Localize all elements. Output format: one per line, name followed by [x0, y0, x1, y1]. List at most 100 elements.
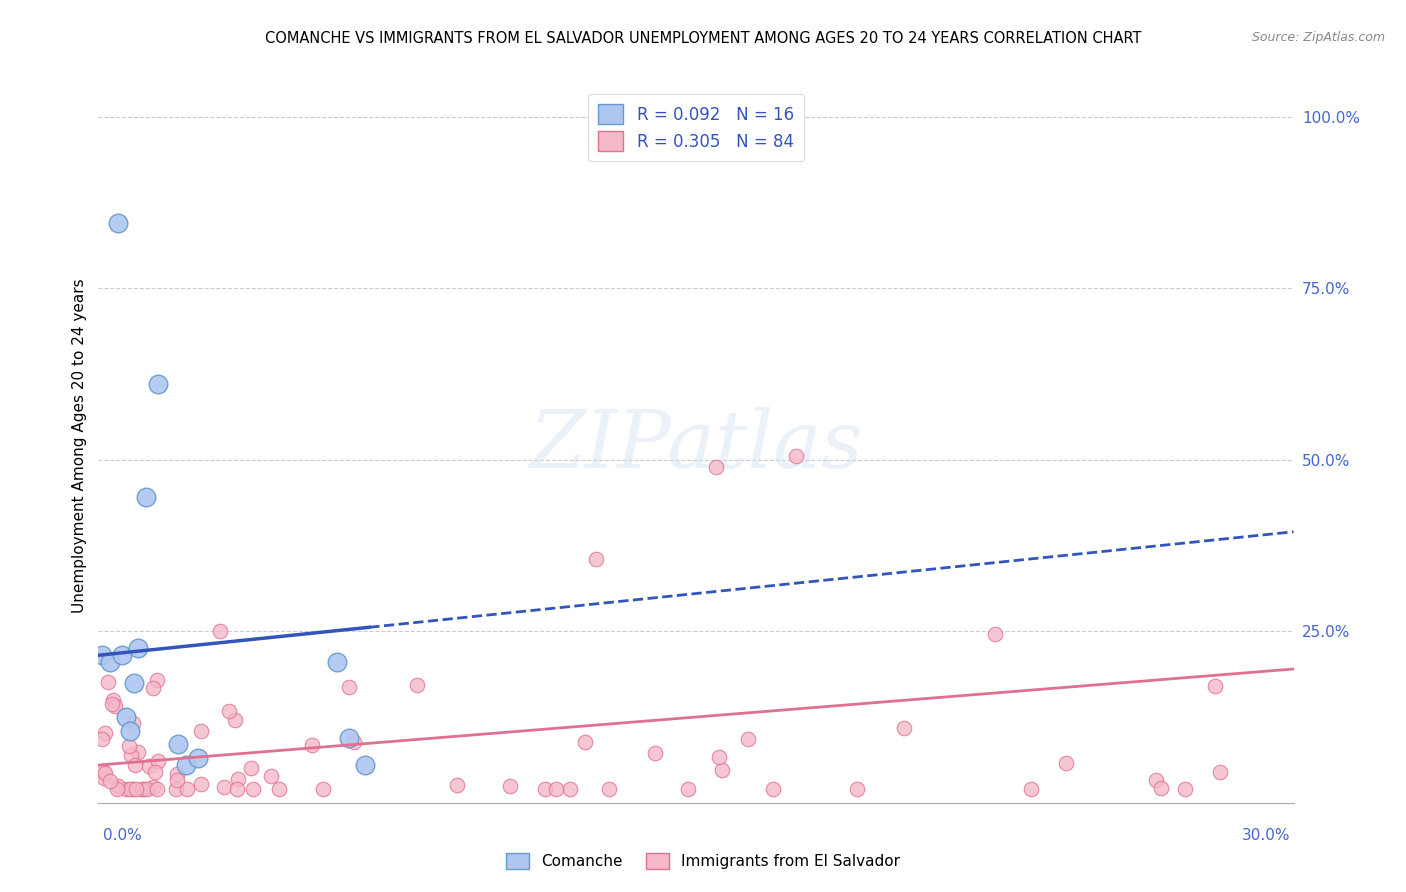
Point — [239, 761, 262, 775]
Point — [224, 713, 246, 727]
Point — [145, 673, 167, 688]
Point — [127, 745, 149, 759]
Point — [135, 491, 157, 505]
Y-axis label: Unemployment Among Ages 20 to 24 years: Unemployment Among Ages 20 to 24 years — [72, 278, 87, 614]
Point — [785, 450, 807, 464]
Point — [142, 681, 165, 695]
Legend: R = 0.092   N = 16, R = 0.305   N = 84: R = 0.092 N = 16, R = 0.305 N = 84 — [588, 94, 804, 161]
Point — [1209, 765, 1232, 780]
Point — [585, 552, 607, 566]
Point — [343, 735, 366, 749]
Point — [984, 627, 1007, 641]
Point — [260, 769, 283, 783]
Text: ZIPatlas: ZIPatlas — [529, 408, 863, 484]
Point — [131, 782, 153, 797]
Point — [644, 747, 666, 761]
Point — [146, 782, 169, 797]
Point — [574, 735, 596, 749]
Point — [100, 655, 122, 669]
Point — [1054, 756, 1077, 770]
Point — [267, 782, 290, 797]
Point — [301, 738, 323, 752]
Point — [124, 675, 146, 690]
Point — [105, 782, 128, 797]
Point — [120, 782, 142, 797]
Point — [212, 780, 235, 794]
Point — [1174, 782, 1197, 797]
Point — [226, 772, 249, 787]
Point — [165, 782, 187, 797]
Point — [138, 759, 160, 773]
Point — [190, 723, 212, 738]
Point — [762, 782, 785, 797]
Point — [337, 680, 360, 694]
Point — [1150, 781, 1173, 796]
Point — [218, 704, 240, 718]
Point — [1144, 772, 1167, 787]
Point — [94, 726, 117, 740]
Point — [118, 739, 141, 754]
Point — [120, 748, 142, 763]
Point — [104, 699, 127, 714]
Point — [209, 624, 232, 639]
Point — [737, 732, 759, 747]
Point — [107, 779, 129, 793]
Point — [544, 782, 567, 797]
Point — [311, 782, 333, 797]
Text: 0.0%: 0.0% — [103, 828, 142, 843]
Point — [101, 697, 124, 711]
Point — [174, 758, 197, 772]
Legend: Comanche, Immigrants from El Salvador: Comanche, Immigrants from El Salvador — [501, 847, 905, 875]
Point — [704, 459, 727, 474]
Point — [98, 774, 121, 789]
Point — [406, 678, 429, 692]
Point — [187, 751, 209, 765]
Point — [1019, 782, 1042, 797]
Point — [166, 766, 188, 780]
Point — [167, 738, 190, 752]
Point — [446, 778, 468, 792]
Point — [114, 782, 136, 797]
Point — [711, 763, 734, 777]
Point — [598, 782, 620, 797]
Point — [127, 641, 149, 656]
Point — [91, 732, 114, 747]
Point — [326, 655, 349, 669]
Point — [176, 782, 198, 797]
Point — [148, 754, 170, 768]
Point — [534, 782, 557, 797]
Point — [226, 782, 249, 797]
Point — [190, 777, 212, 791]
Point — [94, 766, 117, 780]
Point — [242, 782, 264, 797]
Point — [122, 715, 145, 730]
Point — [893, 721, 915, 735]
Point — [499, 779, 522, 793]
Text: Source: ZipAtlas.com: Source: ZipAtlas.com — [1251, 31, 1385, 45]
Point — [132, 782, 155, 797]
Point — [339, 731, 360, 745]
Point — [148, 377, 170, 392]
Point — [91, 648, 114, 663]
Point — [143, 765, 166, 780]
Point — [166, 773, 188, 788]
Point — [107, 216, 129, 230]
Point — [558, 782, 581, 797]
Point — [120, 723, 142, 738]
Point — [136, 782, 159, 797]
Text: COMANCHE VS IMMIGRANTS FROM EL SALVADOR UNEMPLOYMENT AMONG AGES 20 TO 24 YEARS C: COMANCHE VS IMMIGRANTS FROM EL SALVADOR … — [264, 31, 1142, 46]
Point — [93, 771, 115, 785]
Point — [142, 780, 165, 794]
Point — [124, 758, 146, 772]
Point — [103, 693, 125, 707]
Point — [125, 782, 148, 797]
Point — [845, 782, 868, 797]
Text: 30.0%: 30.0% — [1243, 828, 1291, 843]
Point — [122, 782, 145, 797]
Point — [1204, 679, 1226, 693]
Point — [93, 764, 115, 778]
Point — [707, 750, 730, 764]
Point — [96, 674, 118, 689]
Point — [676, 782, 699, 797]
Point — [111, 648, 134, 663]
